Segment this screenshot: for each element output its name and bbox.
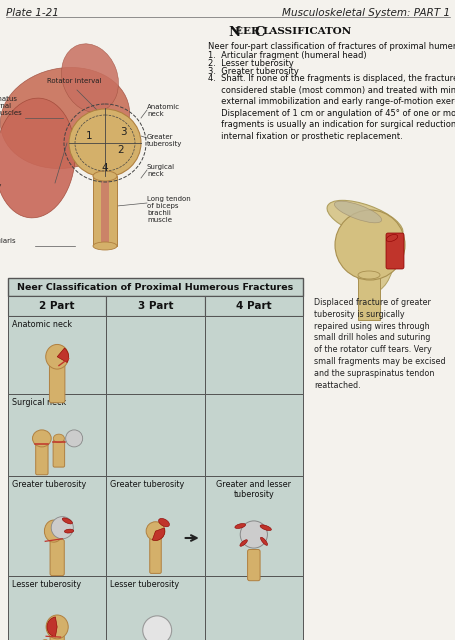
FancyBboxPatch shape	[385, 233, 403, 269]
Ellipse shape	[259, 525, 271, 531]
Text: 1: 1	[86, 131, 92, 141]
Bar	[106, 296, 204, 316]
Text: Greater and lesser
tuberosity: Greater and lesser tuberosity	[216, 480, 291, 499]
Ellipse shape	[354, 218, 394, 292]
Bar	[106, 576, 204, 640]
Text: Surgical
neck: Surgical neck	[147, 164, 175, 177]
Wedge shape	[152, 528, 165, 540]
Text: LASSIFICATON: LASSIFICATON	[262, 27, 350, 36]
Ellipse shape	[0, 67, 129, 168]
Bar	[8, 278, 302, 296]
Text: 4 Part: 4 Part	[236, 301, 271, 311]
Bar	[106, 394, 204, 476]
Bar	[8, 296, 106, 316]
Text: Neer four-part classification of fractures of proximal humerus:: Neer four-part classification of fractur…	[207, 42, 455, 51]
Bar	[8, 476, 106, 576]
Bar	[93, 176, 117, 246]
Text: 1.  Articular fragment (humeral head): 1. Articular fragment (humeral head)	[207, 51, 366, 60]
FancyBboxPatch shape	[35, 442, 48, 475]
Bar	[8, 576, 106, 640]
Ellipse shape	[234, 524, 245, 529]
Text: EER: EER	[235, 27, 263, 36]
Text: 2.  Lesser tuberosity: 2. Lesser tuberosity	[207, 59, 293, 68]
Text: Neer Classification of Proximal Humerous Fractures: Neer Classification of Proximal Humerous…	[17, 282, 293, 291]
Circle shape	[51, 516, 73, 539]
Ellipse shape	[326, 200, 402, 239]
Ellipse shape	[93, 242, 117, 250]
Text: Lesser tuberosity: Lesser tuberosity	[110, 580, 179, 589]
Ellipse shape	[69, 109, 141, 177]
Ellipse shape	[61, 44, 118, 112]
Circle shape	[142, 616, 171, 640]
Ellipse shape	[357, 271, 379, 279]
Bar	[357, 275, 379, 320]
Ellipse shape	[334, 201, 381, 223]
Circle shape	[334, 210, 404, 280]
Bar	[106, 316, 204, 394]
FancyBboxPatch shape	[49, 358, 65, 403]
Text: Displaced fracture of greater
tuberosity is surgically
repaired using wires thro: Displaced fracture of greater tuberosity…	[313, 298, 445, 390]
Ellipse shape	[46, 615, 68, 639]
Ellipse shape	[44, 520, 63, 542]
Text: 2: 2	[117, 145, 124, 155]
Text: C: C	[254, 26, 265, 39]
Ellipse shape	[32, 430, 51, 447]
FancyBboxPatch shape	[50, 540, 64, 575]
FancyBboxPatch shape	[149, 538, 161, 573]
Text: Greater tuberosity: Greater tuberosity	[110, 480, 184, 489]
Text: N: N	[228, 26, 240, 39]
Bar	[204, 316, 302, 394]
Text: 3.  Greater tuberosity: 3. Greater tuberosity	[207, 67, 298, 76]
Bar	[8, 316, 106, 394]
Circle shape	[66, 430, 82, 447]
Ellipse shape	[260, 537, 267, 545]
Text: 4.  Shaft. If none of the fragments is displaced, the fracture is
     considere: 4. Shaft. If none of the fragments is di…	[207, 74, 455, 141]
Ellipse shape	[53, 434, 64, 443]
Bar	[204, 394, 302, 476]
Text: Rotator interval: Rotator interval	[47, 78, 101, 84]
Ellipse shape	[239, 540, 247, 547]
Text: Greater
tuberosity: Greater tuberosity	[147, 134, 182, 147]
Bar	[106, 476, 204, 576]
Text: Anatomic neck: Anatomic neck	[12, 320, 72, 329]
Text: Long tendon
of biceps
brachii
muscle: Long tendon of biceps brachii muscle	[147, 196, 190, 223]
Text: Lesser
tuberosity: Lesser tuberosity	[0, 176, 2, 189]
Text: Surgical neck: Surgical neck	[12, 398, 66, 407]
Text: Musculoskeletal System: PART 1: Musculoskeletal System: PART 1	[281, 8, 449, 18]
Wedge shape	[47, 617, 57, 637]
Text: 4: 4	[101, 163, 108, 173]
Text: Plate 1-21: Plate 1-21	[6, 8, 59, 18]
Bar	[204, 296, 302, 316]
Circle shape	[240, 521, 267, 548]
Bar	[8, 394, 106, 476]
Text: 2 Part: 2 Part	[39, 301, 75, 311]
Text: 3 Part: 3 Part	[137, 301, 173, 311]
Text: Supraspinatus
and external
rotator muscles: Supraspinatus and external rotator muscl…	[0, 96, 22, 116]
Ellipse shape	[158, 518, 169, 527]
Text: Greater tuberosity: Greater tuberosity	[12, 480, 86, 489]
Text: Lesser tuberosity: Lesser tuberosity	[12, 580, 81, 589]
Wedge shape	[57, 348, 68, 362]
Bar	[204, 476, 302, 576]
FancyBboxPatch shape	[53, 440, 65, 467]
Bar	[204, 576, 302, 640]
Bar	[101, 176, 109, 246]
FancyBboxPatch shape	[247, 550, 259, 580]
Text: Subscapularis
muscle: Subscapularis muscle	[0, 238, 15, 251]
Ellipse shape	[62, 518, 72, 524]
Ellipse shape	[385, 234, 397, 241]
Ellipse shape	[46, 344, 68, 369]
Text: 3: 3	[119, 127, 126, 137]
FancyBboxPatch shape	[50, 635, 64, 640]
Ellipse shape	[0, 98, 75, 218]
Ellipse shape	[93, 171, 117, 181]
Ellipse shape	[146, 522, 165, 540]
Ellipse shape	[64, 529, 74, 533]
Text: Anatomic
neck: Anatomic neck	[147, 104, 180, 117]
